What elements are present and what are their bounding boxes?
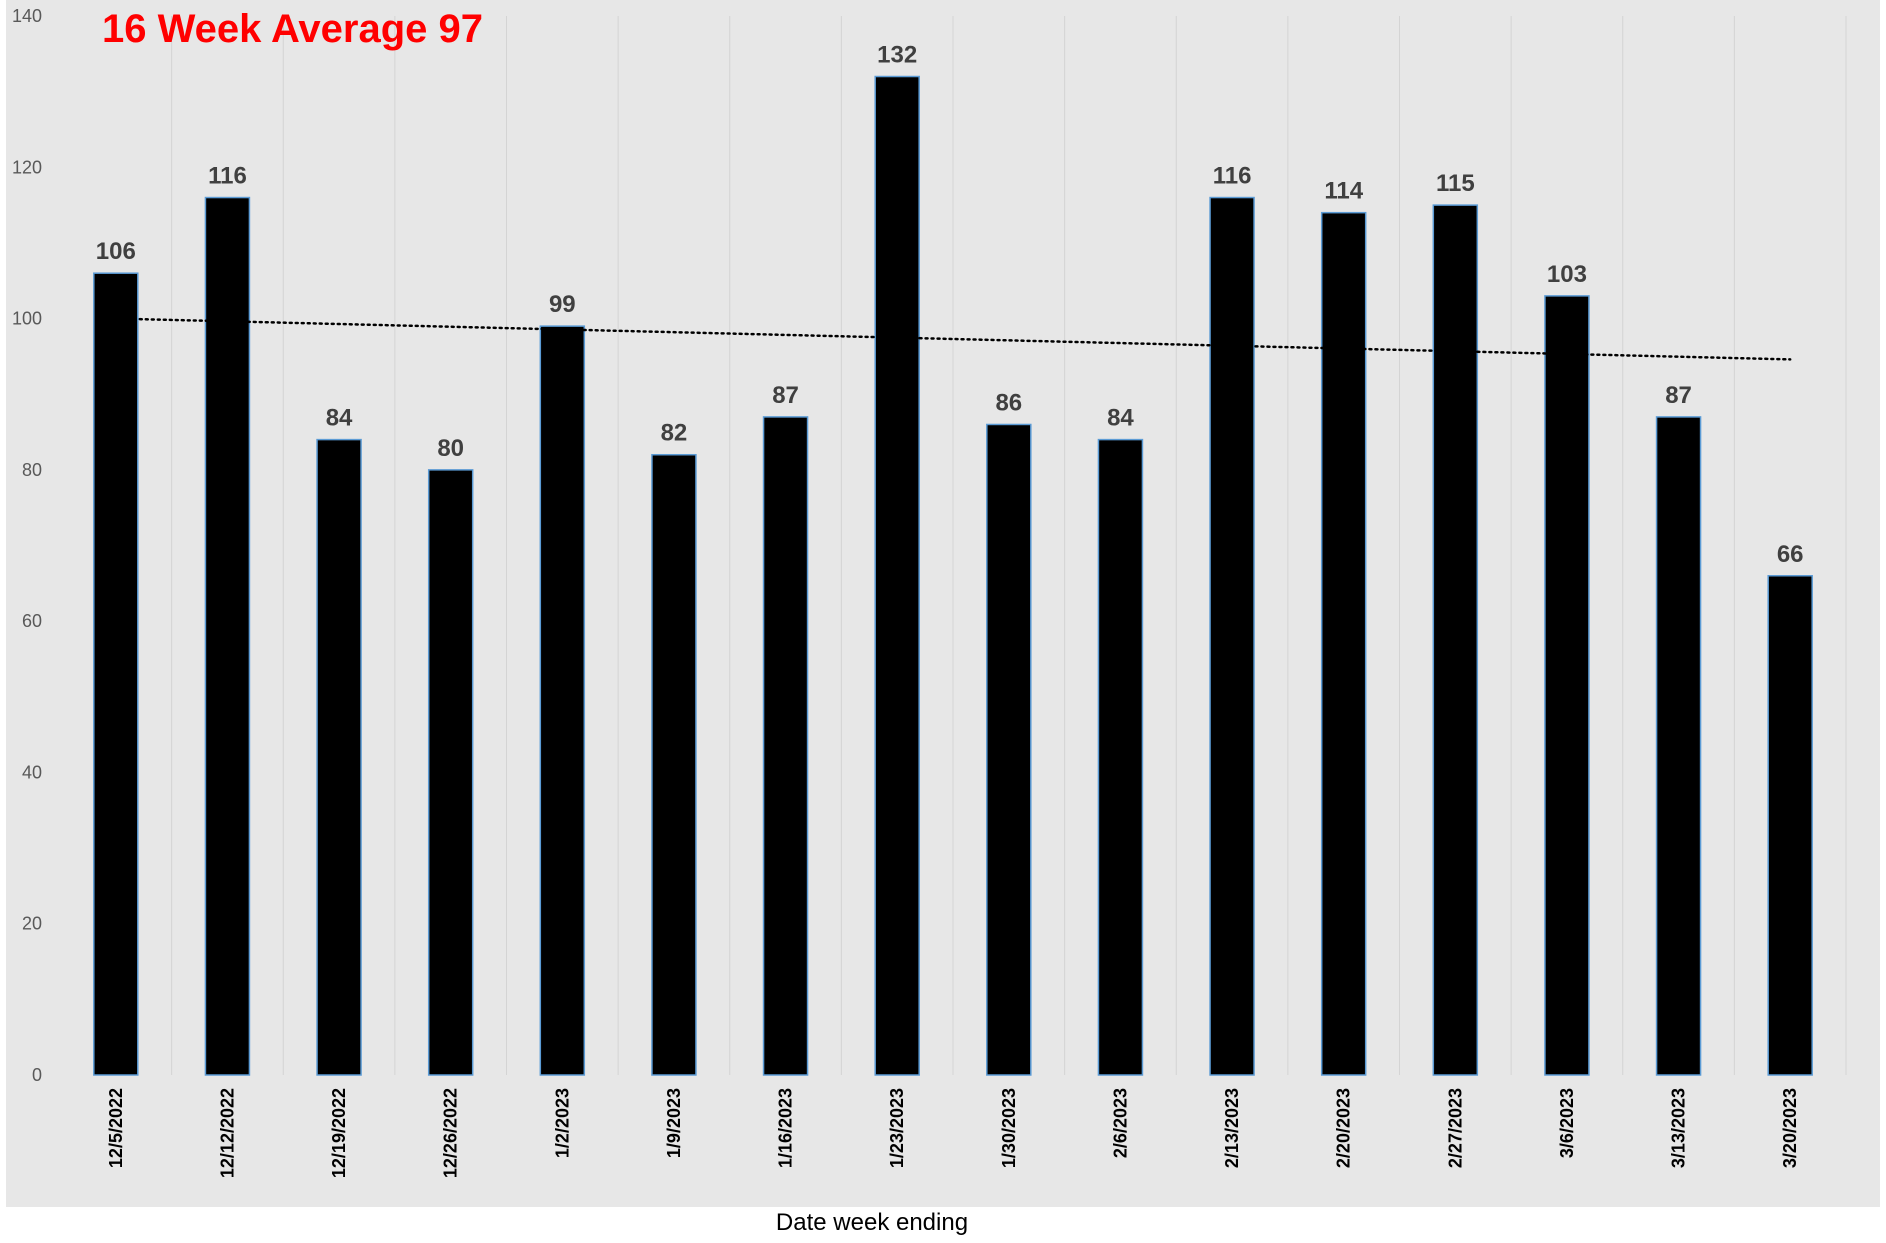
bar — [1097, 438, 1144, 1076]
data-label: 116 — [208, 163, 247, 190]
data-label: 86 — [995, 389, 1022, 416]
bars — [93, 75, 1813, 1076]
x-tick-label: 1/2/2023 — [552, 1088, 572, 1158]
bar — [204, 196, 251, 1076]
data-label: 114 — [1324, 178, 1363, 205]
x-tick-label: 12/19/2022 — [329, 1088, 349, 1178]
bar — [1432, 204, 1479, 1076]
y-tick-label: 80 — [22, 460, 42, 480]
gridlines — [171, 16, 1847, 1075]
y-tick-label: 20 — [22, 914, 42, 934]
data-label: 66 — [1777, 541, 1804, 568]
bar — [427, 469, 474, 1076]
data-label: 87 — [772, 382, 799, 409]
bar — [986, 423, 1032, 1076]
x-axis-label: Date week ending — [776, 1209, 968, 1236]
y-tick-label: 0 — [32, 1065, 42, 1085]
trendline — [114, 317, 1792, 361]
bar — [93, 272, 139, 1076]
x-tick-label: 1/9/2023 — [664, 1088, 684, 1158]
plot-background — [6, 0, 1880, 1207]
data-label: 84 — [326, 405, 353, 432]
data-label: 82 — [661, 420, 688, 447]
bar — [1655, 416, 1702, 1076]
bar — [1209, 196, 1255, 1076]
data-label: 106 — [96, 238, 136, 265]
data-label: 116 — [1213, 163, 1252, 190]
data-labels: 106 116 84 80 99 82 87 132 86 84 116 114 115 103 87 66 — [96, 42, 1804, 568]
x-tick-label: 2/13/2023 — [1222, 1088, 1242, 1168]
bar — [539, 325, 586, 1076]
data-label: 132 — [877, 42, 917, 69]
x-tick-label: 3/13/2023 — [1669, 1088, 1689, 1168]
x-tick-label: 2/6/2023 — [1110, 1088, 1130, 1158]
data-label: 84 — [1107, 405, 1134, 432]
bar — [1767, 575, 1813, 1076]
bar — [316, 438, 362, 1076]
x-tick-label: 12/5/2022 — [106, 1088, 126, 1168]
x-tick-label: 1/16/2023 — [776, 1088, 796, 1168]
y-axis: 0 20 40 60 80 100 120 140 — [12, 6, 42, 1085]
bar — [1320, 211, 1367, 1076]
y-tick-label: 120 — [12, 157, 42, 177]
x-axis: 12/5/2022 12/12/2022 12/19/2022 12/26/2022 1… — [106, 1088, 1800, 1178]
bar — [651, 453, 697, 1076]
y-tick-label: 40 — [22, 762, 42, 782]
bar — [1544, 295, 1590, 1076]
data-label: 99 — [549, 291, 576, 318]
data-label: 103 — [1547, 261, 1587, 288]
x-tick-label: 1/23/2023 — [887, 1088, 907, 1168]
trendline-group — [114, 317, 1792, 361]
chart-title: 16 Week Average 97 — [102, 7, 483, 51]
x-tick-label: 2/20/2023 — [1334, 1088, 1354, 1168]
x-tick-label: 2/27/2023 — [1445, 1088, 1465, 1168]
bar — [762, 416, 809, 1076]
data-label: 115 — [1436, 170, 1475, 197]
x-tick-label: 12/26/2022 — [441, 1088, 461, 1178]
x-tick-label: 3/6/2023 — [1557, 1088, 1577, 1158]
x-tick-label: 1/30/2023 — [999, 1088, 1019, 1168]
y-tick-label: 60 — [22, 611, 42, 631]
x-tick-label: 3/20/2023 — [1780, 1088, 1800, 1168]
bar — [874, 75, 920, 1076]
data-label: 87 — [1665, 382, 1692, 409]
x-tick-label: 12/12/2022 — [217, 1088, 237, 1178]
data-label: 80 — [437, 435, 464, 462]
y-tick-label: 100 — [12, 309, 42, 329]
y-tick-label: 140 — [12, 6, 42, 26]
